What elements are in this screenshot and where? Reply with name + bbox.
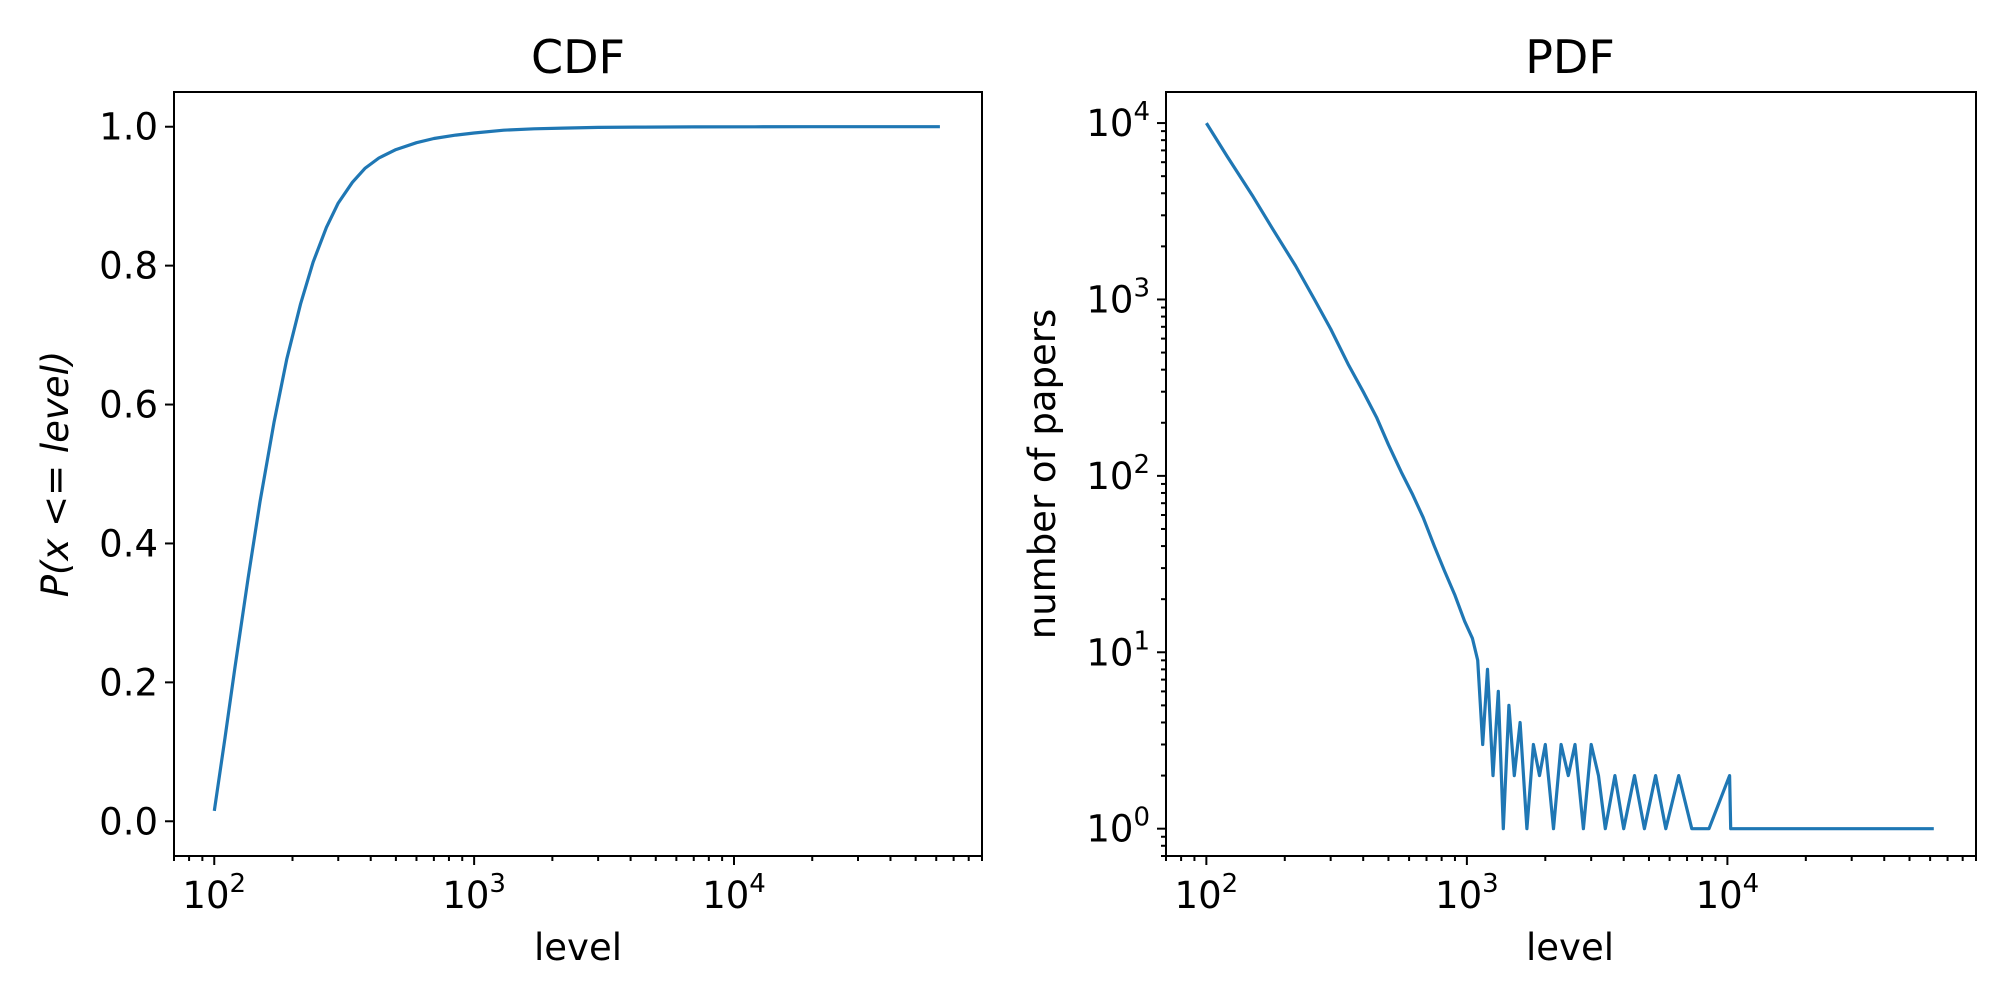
pdf-axis-ticks: 102 103 104 100 101 102 103 104 (1086, 97, 1977, 917)
cdf-y-tick-label: 0.4 (99, 522, 158, 565)
cdf-x-tick-label: 104 (702, 869, 766, 917)
cdf-title: CDF (531, 30, 625, 84)
cdf-y-axis-label: P(x <= level) (34, 351, 77, 598)
cdf-axis-ticks: 102 103 104 0.0 0.2 0.4 0.6 0.8 1.0 (99, 106, 983, 917)
pdf-title: PDF (1525, 30, 1615, 84)
pdf-y-tick-label: 102 (1086, 450, 1150, 498)
cdf-y-tick-label: 0.8 (99, 245, 158, 288)
cdf-plot-frame (173, 91, 983, 857)
cdf-y-tick-label: 1.0 (99, 106, 158, 149)
pdf-plot-frame (1165, 91, 1977, 857)
pdf-x-axis-label: level (1526, 926, 1614, 969)
cdf-x-tick-label: 103 (442, 869, 506, 917)
cdf-y-tick-label: 0.6 (99, 384, 158, 427)
cdf-y-tick-label: 0.2 (99, 661, 158, 704)
pdf-x-tick-label: 104 (1696, 869, 1760, 917)
pdf-y-axis-label: number of papers (1021, 309, 1064, 640)
pdf-y-tick-label: 103 (1086, 273, 1150, 321)
cdf-x-axis-label: level (534, 926, 622, 969)
pdf-x-tick-label: 103 (1435, 869, 1499, 917)
cdf-series-line (212, 125, 940, 812)
cdf-y-tick-label: 0.0 (99, 800, 158, 843)
pdf-x-tick-label: 102 (1175, 869, 1239, 917)
cdf-y-axis-label-text: P(x <= level) (34, 351, 77, 598)
pdf-y-tick-label: 100 (1086, 803, 1150, 851)
pdf-y-tick-label: 104 (1086, 97, 1150, 145)
pdf-panel: PDF 102 103 104 100 101 102 103 104 level numbe… (1021, 30, 1977, 969)
cdf-panel: CDF 102 103 104 0.0 0.2 0.4 0.6 0.8 1.0 level P(… (34, 30, 983, 969)
pdf-series-line (1205, 122, 1934, 831)
pdf-y-tick-label: 101 (1086, 626, 1150, 674)
cdf-x-tick-label: 102 (182, 869, 246, 917)
